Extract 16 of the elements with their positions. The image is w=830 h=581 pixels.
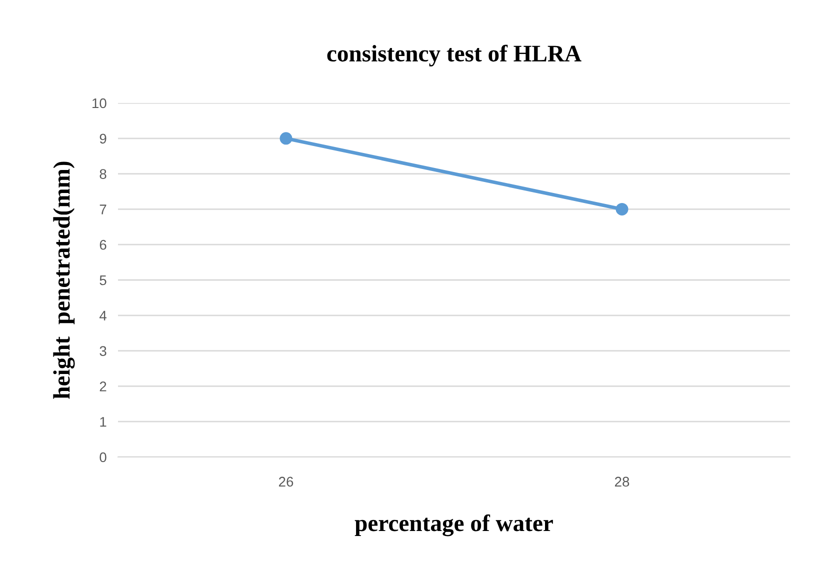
y-axis-title: height penetrated(mm) [53, 162, 75, 399]
y-tick-label: 0 [100, 452, 106, 462]
chart-title: consistency test of HLRA [327, 44, 582, 66]
y-tick-label: 7 [100, 204, 106, 214]
y-tick-label: 8 [100, 169, 106, 179]
y-tick-label: 9 [100, 134, 106, 144]
y-tick-label: 10 [92, 98, 106, 108]
y-tick-label: 5 [100, 275, 106, 286]
x-tick-label: 28 [614, 476, 630, 487]
y-tick-label: 6 [100, 240, 106, 250]
y-tick-label: 3 [100, 346, 106, 356]
y-tick-label: 4 [99, 310, 106, 320]
x-axis-title: percentage of water [354, 514, 553, 536]
x-tick-label: 26 [278, 476, 294, 487]
y-tick-label: 1 [100, 417, 106, 427]
y-tick-label: 2 [100, 382, 106, 392]
